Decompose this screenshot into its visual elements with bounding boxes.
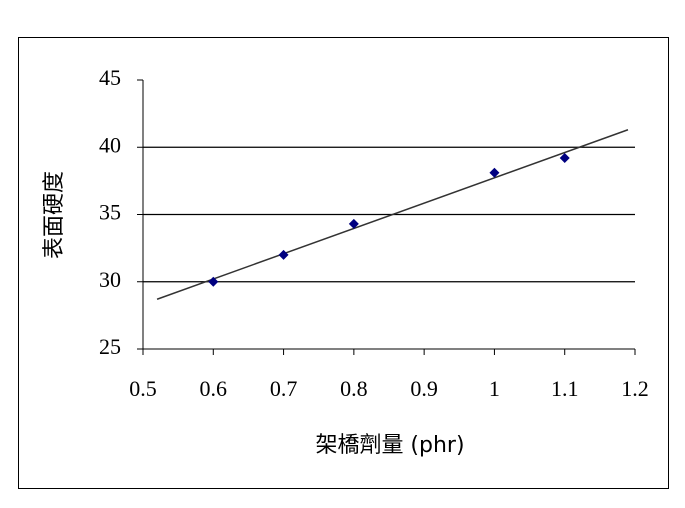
trendline [156,129,629,300]
x-axis-label: 架橋劑量 (phr) [315,433,464,458]
x-tick-label: 1.1 [551,376,579,401]
y-tick-label: 40 [99,132,121,157]
y-tick-label: 35 [99,200,121,225]
y-tick-label: 25 [99,334,121,359]
point [559,153,570,164]
x-tick-label: 0.9 [410,376,438,401]
point [208,276,219,287]
x-tick-label: 0.8 [340,376,368,401]
x-tick-label: 0.7 [270,376,298,401]
point [489,167,500,178]
x-tick-label: 1 [489,376,500,401]
point [348,218,359,229]
y-tick-label: 45 [99,65,121,90]
x-tick-label: 0.6 [200,376,228,401]
chart-border [18,37,669,489]
x-tick-label: 0.5 [129,376,157,401]
y-tick-label: 30 [99,267,121,292]
point [278,249,289,260]
y-axis-label: 表面硬度 [42,171,67,259]
x-tick-label: 1.2 [621,376,649,401]
